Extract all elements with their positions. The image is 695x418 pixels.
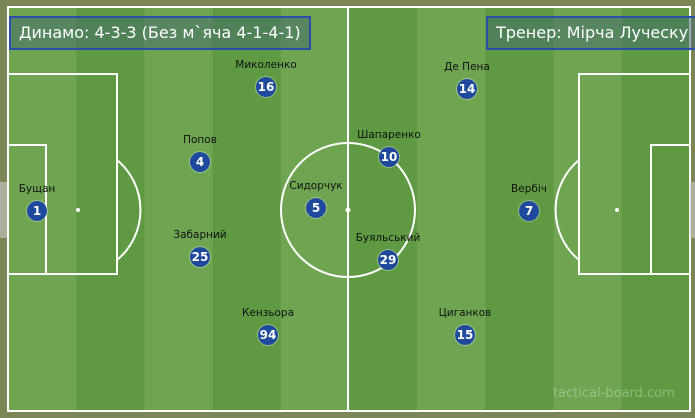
player-number[interactable]: 7: [519, 201, 539, 221]
player-name: Миколенко: [235, 59, 297, 71]
player-number[interactable]: 4: [190, 152, 210, 172]
player-number[interactable]: 1: [27, 201, 47, 221]
player-number[interactable]: 29: [378, 250, 398, 270]
player-name: Кензьора: [241, 307, 295, 319]
right-penalty-spot: [615, 208, 619, 212]
player-number[interactable]: 5: [306, 198, 326, 218]
left-penalty-arc: [116, 159, 142, 261]
player-name: Забарний: [173, 229, 227, 241]
player-name: Буяльський: [355, 232, 421, 244]
player-number[interactable]: 15: [455, 325, 475, 345]
left-penalty-spot: [76, 208, 80, 212]
player-number[interactable]: 25: [190, 247, 210, 267]
player-name: Попов: [183, 134, 217, 146]
pitch-stripe: [621, 7, 691, 411]
center-spot: [345, 207, 351, 213]
player-number[interactable]: 10: [379, 147, 399, 167]
player-name: Бущан: [18, 183, 56, 195]
pitch-stripe: [76, 7, 145, 411]
player-number[interactable]: 14: [457, 79, 477, 99]
left-goal-net: [0, 182, 7, 238]
player-name: Циганков: [438, 307, 492, 319]
player-name: Вербіч: [511, 183, 547, 195]
team-formation-label: Динамо: 4-3-3 (Без м`яча 4-1-4-1): [9, 16, 311, 50]
player-name: Сидорчук: [289, 180, 343, 192]
pitch-stripe: [349, 7, 418, 411]
player-name: Де Пена: [444, 61, 490, 73]
player-number[interactable]: 94: [258, 325, 278, 345]
right-penalty-arc: [554, 159, 580, 261]
watermark: tactical-board.com: [553, 386, 675, 401]
coach-label: Тренер: Мірча Луческу: [486, 16, 695, 50]
right-goal-net: [690, 182, 695, 238]
pitch-stripe: [417, 7, 486, 411]
player-name: Шапаренко: [357, 129, 421, 141]
pitch-stripe: [144, 7, 213, 411]
pitch-stripe: [553, 7, 622, 411]
center-circle: [280, 142, 416, 278]
player-number[interactable]: 16: [256, 77, 276, 97]
